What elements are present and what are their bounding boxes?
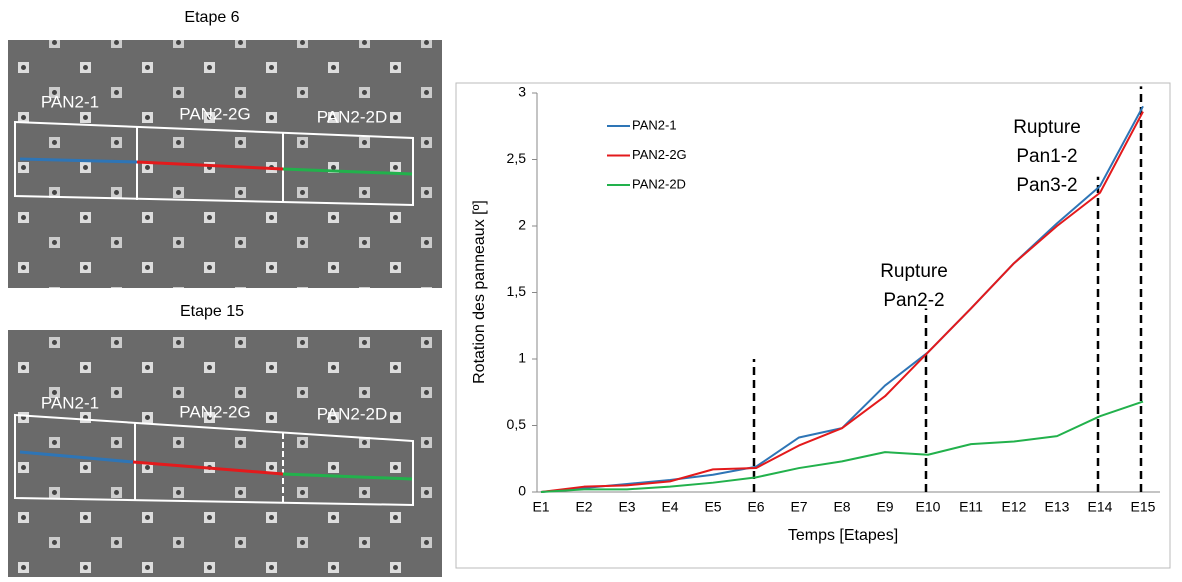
panel-label: PAN2-2G <box>179 402 251 421</box>
panel-label: PAN2-1 <box>41 393 99 412</box>
legend-label: PAN2-1 <box>632 117 677 132</box>
y-axis-title: Rotation des panneaux [º] <box>471 200 488 384</box>
photo-title: Etape 6 <box>184 9 239 26</box>
x-tick-label: E1 <box>532 499 549 515</box>
legend-label: PAN2-2D <box>632 176 686 191</box>
annotation: Rupture <box>880 261 948 282</box>
panel-label: PAN2-2D <box>317 404 388 423</box>
x-tick-label: E14 <box>1088 499 1113 515</box>
x-tick-label: E11 <box>959 499 983 515</box>
annotation: Rupture <box>1013 117 1081 138</box>
y-tick-label: 1 <box>518 350 526 366</box>
x-tick-label: E5 <box>704 499 721 515</box>
x-tick-label: E12 <box>1002 499 1027 515</box>
x-tick-label: E13 <box>1045 499 1070 515</box>
x-tick-label: E2 <box>575 499 592 515</box>
x-axis-title: Temps [Etapes] <box>788 527 898 544</box>
photo-title: Etape 15 <box>180 303 244 320</box>
y-tick-label: 0,5 <box>507 416 527 432</box>
x-tick-label: E6 <box>747 499 764 515</box>
y-tick-label: 0 <box>518 483 526 499</box>
panel-label: PAN2-2G <box>179 104 251 123</box>
x-tick-label: E10 <box>916 499 941 515</box>
annotation: Pan2-2 <box>883 290 944 311</box>
x-tick-label: E3 <box>618 499 635 515</box>
x-tick-label: E4 <box>661 499 678 515</box>
legend-label: PAN2-2G <box>632 147 687 162</box>
photo-2: Etape 15 PAN2-1 PAN2-2G PAN2-2D <box>8 303 442 577</box>
x-tick-label: E15 <box>1131 499 1156 515</box>
chart: 0 0,5 1 1,5 2 2,5 3 E1 E2 E3 E4 E5 E6 E7 E8 E9 E10 E11 E12… <box>471 84 1160 544</box>
photo-1: Etape 6 PAN2-1 PAN2-2G PAN2-2D <box>8 9 442 288</box>
panel-label: PAN2-2D <box>317 107 388 126</box>
annotation: Pan3-2 <box>1016 175 1077 196</box>
line <box>540 400 1144 493</box>
x-tick-label: E9 <box>876 499 893 515</box>
y-tick-label: 1,5 <box>507 283 527 299</box>
y-tick-label: 2 <box>518 217 526 233</box>
x-tick-label: E8 <box>833 499 850 515</box>
y-tick-label: 3 <box>518 84 526 100</box>
panel-label: PAN2-1 <box>41 92 99 111</box>
y-tick-label: 2,5 <box>507 150 527 166</box>
x-tick-label: E7 <box>790 499 807 515</box>
annotation: Pan1-2 <box>1016 146 1077 167</box>
line <box>540 111 1144 493</box>
